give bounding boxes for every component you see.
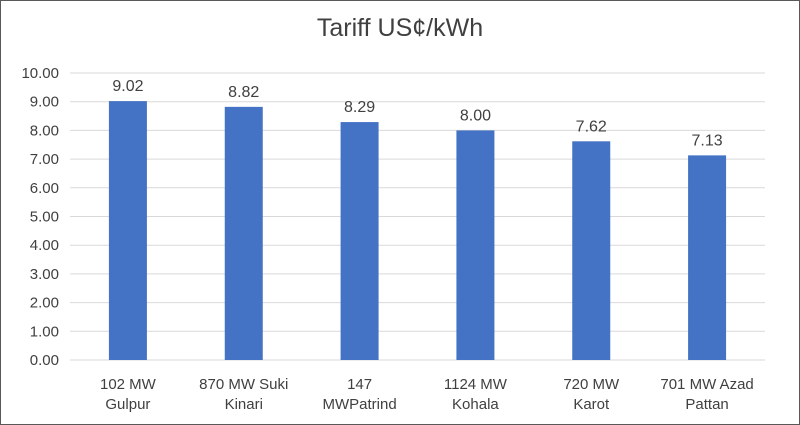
- y-tick-label: 3.00: [30, 266, 59, 283]
- y-tick-label: 7.00: [30, 151, 59, 168]
- bar: [688, 155, 727, 360]
- x-tick-label: 720 MW Karot: [563, 376, 620, 413]
- gridlines: [70, 72, 765, 361]
- y-tick-label: 9.00: [30, 94, 59, 111]
- data-label: 8.00: [460, 107, 491, 124]
- data-label: 7.62: [576, 118, 607, 135]
- y-tick-label: 6.00: [30, 180, 59, 197]
- data-labels: 9.02 8.82 8.29 8.00 7.62 7.13: [112, 78, 722, 149]
- y-tick-label: 10.00: [21, 65, 59, 82]
- bar: [108, 101, 147, 360]
- bars: [108, 101, 727, 361]
- y-tick-label: 4.00: [30, 237, 59, 254]
- data-label: 8.29: [344, 99, 375, 116]
- bar: [456, 130, 495, 360]
- data-label: 7.13: [692, 132, 723, 149]
- y-tick-label: 0.00: [30, 352, 59, 369]
- chart-title: Tariff US¢/kWh: [316, 14, 484, 42]
- x-tick-label: 701 MW Azad Pattan: [660, 376, 753, 413]
- data-label: 9.02: [112, 78, 143, 95]
- y-tick-label: 8.00: [30, 122, 59, 139]
- y-tick-label: 2.00: [30, 295, 59, 312]
- y-tick-label: 5.00: [30, 209, 59, 226]
- y-tick-label: 1.00: [30, 323, 59, 340]
- y-axis-tick-labels: 0.00 1.00 2.00 3.00 4.00 5.00 6.00 7.00 8.00 9.00…: [21, 65, 59, 369]
- x-tick-label: 1124 MW Kohala: [444, 376, 508, 413]
- bar: [224, 106, 263, 360]
- x-tick-label: 870 MW Suki Kinari: [199, 376, 288, 413]
- x-tick-label: 102 MW Gulpur: [100, 376, 157, 413]
- x-axis-tick-labels: 102 MW Gulpur 870 MW Suki Kinari 147 MWPatrin…: [100, 376, 754, 413]
- x-tick-label: 147 MWPatrind: [322, 376, 396, 413]
- bar: [572, 141, 611, 360]
- bar: [340, 122, 379, 361]
- data-label: 8.82: [228, 84, 259, 101]
